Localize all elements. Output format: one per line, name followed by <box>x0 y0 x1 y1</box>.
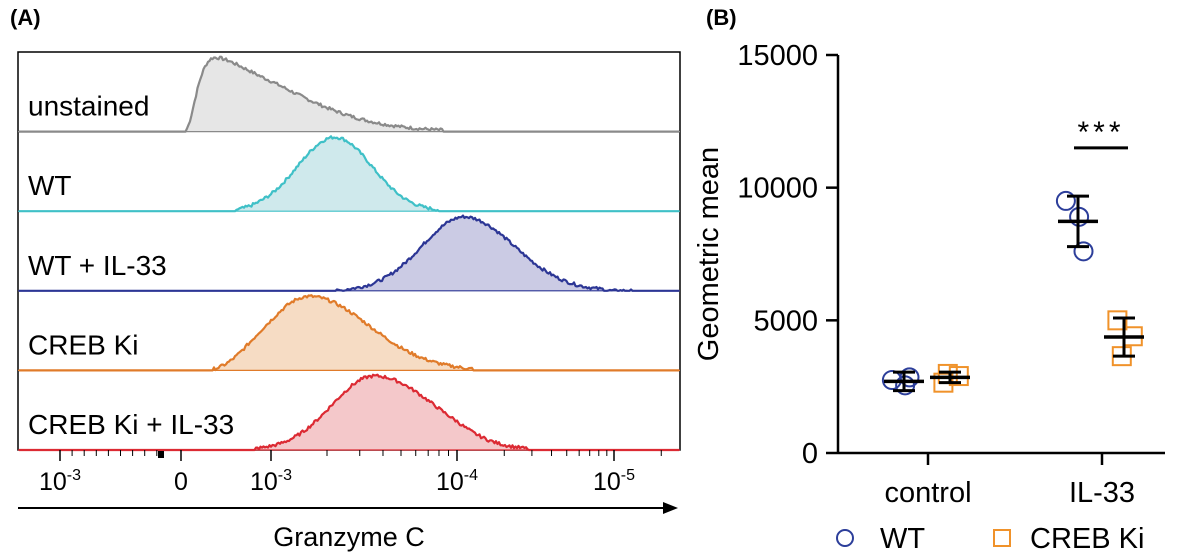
wt-point <box>1073 241 1094 262</box>
legend-creb-label: CREB Ki <box>1030 523 1144 554</box>
histogram-label-2: WT + IL-33 <box>28 250 167 281</box>
histogram-fill-2 <box>19 215 679 291</box>
legend-wt-marker <box>836 529 854 547</box>
histogram-label-3: CREB Ki <box>28 329 138 360</box>
histogram-fill-4 <box>19 374 679 450</box>
histogram-fill-1 <box>19 136 679 212</box>
y-tick-label: 10000 <box>737 173 818 205</box>
y-axis-geometric-mean: 0 5000 10000 15000 Geometric mean <box>693 40 840 470</box>
histogram-label-1: WT <box>28 170 72 201</box>
zero-tick-cluster <box>158 451 164 458</box>
x-axis-label: Granzyme C <box>273 522 425 552</box>
significance-annotation: *** <box>1074 116 1128 150</box>
histogram-fill-0 <box>19 56 679 132</box>
x-tick-label: 10-4 <box>436 467 478 496</box>
histogram-line-4 <box>19 373 679 452</box>
histogram-panel: (A) unstained WT WT + IL-33 CREB Ki CREB Ki … <box>10 5 681 552</box>
histogram-line-1 <box>19 135 679 213</box>
x-axis-granzyme: 10-3 0 10-3 10-4 10-5 <box>39 450 662 496</box>
legend: WT CREB Ki <box>836 523 1144 554</box>
histogram-line-3 <box>19 294 679 372</box>
x-axis-arrow-head <box>663 502 678 514</box>
legend-wt-label: WT <box>880 523 925 554</box>
x-axis-treatment: control IL-33 <box>838 451 1165 509</box>
y-axis-label: Geometric mean <box>693 147 725 361</box>
x-tick-label: control <box>884 477 971 509</box>
x-tick-label: IL-33 <box>1069 477 1135 509</box>
panel-label-a: (A) <box>10 5 41 30</box>
panel-label-b: (B) <box>706 5 737 30</box>
legend-creb-marker <box>993 529 1011 547</box>
x-tick-label: 10-5 <box>593 467 635 496</box>
histogram-fill-3 <box>19 295 679 371</box>
histogram-label-4: CREB Ki + IL-33 <box>28 409 234 440</box>
histogram-label-0: unstained <box>28 91 149 122</box>
histogram-labels: unstained WT WT + IL-33 CREB Ki CREB Ki + IL… <box>28 91 234 440</box>
creb-point <box>1107 310 1128 331</box>
x-tick-label: 10-3 <box>39 467 81 496</box>
data-points <box>881 190 1144 396</box>
wt-point <box>1055 190 1076 211</box>
y-tick-label: 5000 <box>753 305 818 337</box>
y-tick-label: 15000 <box>737 40 818 72</box>
histogram-layers <box>18 55 680 452</box>
wt-point <box>899 367 920 388</box>
histogram-line-0 <box>19 55 679 133</box>
x-tick-label: 10-3 <box>250 467 292 496</box>
x-tick-label: 0 <box>174 468 188 496</box>
scatter-panel: (B) 0 5000 10000 15000 Geometric mean contro… <box>693 5 1165 554</box>
significance-stars: *** <box>1077 116 1124 149</box>
histogram-line-2 <box>19 214 679 292</box>
y-tick-label: 0 <box>802 438 818 470</box>
